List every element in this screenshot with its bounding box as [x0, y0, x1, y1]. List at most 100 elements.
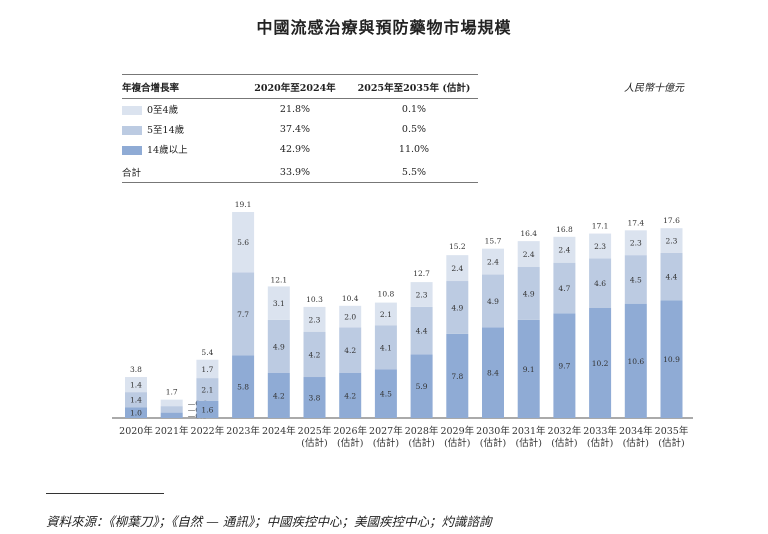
x-tick-sublabel: (估計) [480, 437, 506, 449]
total-label: 3.8 [130, 365, 142, 374]
x-tick-sublabel: (估計) [551, 437, 577, 449]
chart-title: 中國流感治療與預防藥物市場規模 [256, 18, 512, 37]
bar-segment [196, 400, 219, 418]
bar-segment [374, 302, 397, 326]
legend-swatch-14-plus [122, 146, 142, 155]
bar-segment [232, 272, 255, 356]
cagr-total-row: 合計 33.9% 5.5% [122, 159, 478, 183]
data-label: 4.2 [273, 391, 285, 400]
total-label: 12.1 [270, 275, 287, 284]
data-label: 5.8 [237, 383, 249, 392]
bar-segment [232, 355, 255, 418]
data-label: 2.1 [201, 385, 213, 394]
cagr-row: 14歲以上 42.9% 11.0% [122, 139, 478, 159]
bar-segment [160, 412, 183, 418]
data-label: 1.6 [201, 405, 213, 414]
x-tick-label: 2032年 [548, 425, 582, 437]
bar-segment [196, 359, 219, 379]
data-label: 2.4 [487, 258, 499, 267]
bar-segment [517, 267, 540, 320]
x-tick-sublabel: (估計) [587, 437, 613, 449]
cagr-table: 年複合增長率 2020年至2024年 2025年至2035年 (估計) 0至4歲… [122, 74, 478, 183]
total-label: 17.1 [592, 222, 609, 231]
bar-segment [446, 281, 469, 334]
legend-label: 0至4歲 [147, 105, 179, 116]
bar-segment [624, 255, 647, 304]
cagr-value: 11.0% [398, 143, 430, 155]
bar-segment [553, 236, 576, 263]
bar-segment [196, 378, 219, 401]
x-tick-label: 2029年 [440, 425, 474, 437]
bar-segment [660, 252, 683, 301]
bar-segment [303, 377, 326, 418]
legend-swatch-0-4 [122, 106, 142, 115]
cagr-row: 0至4歲 21.8% 0.1% [122, 99, 478, 120]
data-label: 4.2 [344, 391, 356, 400]
legend-swatch-5-14 [122, 126, 142, 135]
x-tick-label: 2020年 [119, 425, 153, 437]
bar-segment [267, 286, 290, 320]
bar-segment [125, 377, 147, 393]
bar-segment [267, 319, 290, 373]
bar-segment [446, 255, 469, 282]
bar-segment [339, 327, 362, 373]
bar-segment [482, 248, 504, 275]
bar-segment [303, 331, 326, 378]
data-label: 2.3 [594, 242, 606, 251]
total-label: 10.3 [306, 295, 323, 304]
data-label: 10.6 [627, 357, 644, 366]
data-label: 10.2 [592, 359, 609, 368]
x-tick-sublabel: (估計) [408, 437, 434, 449]
total-label: 5.4 [201, 348, 213, 357]
cagr-header-row: 年複合增長率 2020年至2024年 2025年至2035年 (估計) [122, 74, 478, 99]
x-tick-sublabel: (估計) [658, 437, 684, 449]
total-label: 10.8 [378, 290, 395, 299]
cagr-total-value: 33.9% [240, 159, 350, 183]
data-label: 2.4 [451, 264, 463, 273]
bar-segment [339, 305, 362, 328]
data-label: 2.3 [309, 315, 321, 324]
data-label: 4.4 [666, 273, 678, 282]
cagr-header-period1: 2020年至2024年 [240, 74, 350, 99]
data-label: 2.4 [523, 250, 535, 259]
x-tick-label: 2027年 [369, 425, 403, 437]
data-label: 9.7 [558, 362, 570, 371]
cagr-total-value: 5.5% [350, 159, 478, 183]
x-tick-label: 2022年 [191, 425, 225, 437]
bar-segment [553, 313, 576, 418]
total-label: 12.7 [413, 269, 430, 278]
bar-segment [660, 300, 683, 418]
bar-segment [125, 392, 147, 408]
x-tick-label: 2033年 [583, 425, 617, 437]
bar-segment [624, 303, 647, 418]
x-tick-label: 2035年 [655, 425, 689, 437]
footnote-rule [46, 493, 164, 494]
data-label: 4.6 [594, 279, 606, 288]
data-label: 1.4 [130, 381, 142, 390]
bar-segment [410, 354, 433, 418]
data-label: 4.5 [630, 275, 642, 284]
total-label: 15.7 [485, 237, 502, 246]
data-label: 2.3 [416, 291, 428, 300]
total-label: 19.1 [235, 200, 252, 209]
data-label: 1.4 [130, 396, 142, 405]
bar-segment [589, 233, 612, 259]
bar-segment [374, 325, 397, 370]
unit-label: 人民幣十億元 [624, 83, 684, 94]
bar-segment [624, 230, 647, 256]
bar-segment [374, 369, 397, 418]
bar-segment [232, 212, 255, 273]
total-label: 17.4 [627, 218, 644, 227]
bar-segment [339, 372, 362, 418]
data-label: 4.9 [273, 342, 285, 351]
x-tick-label: 2025年 [298, 425, 332, 437]
cagr-value: 21.8% [279, 103, 311, 115]
data-label: 5.9 [416, 382, 428, 391]
x-tick-sublabel: (估計) [373, 437, 399, 449]
bar-segment [160, 399, 183, 407]
data-label: 7.8 [451, 372, 463, 381]
cagr-value: 37.4% [279, 123, 311, 135]
total-label: 17.6 [663, 216, 680, 225]
data-label: 2.3 [666, 237, 678, 246]
bar-segment [553, 262, 576, 314]
